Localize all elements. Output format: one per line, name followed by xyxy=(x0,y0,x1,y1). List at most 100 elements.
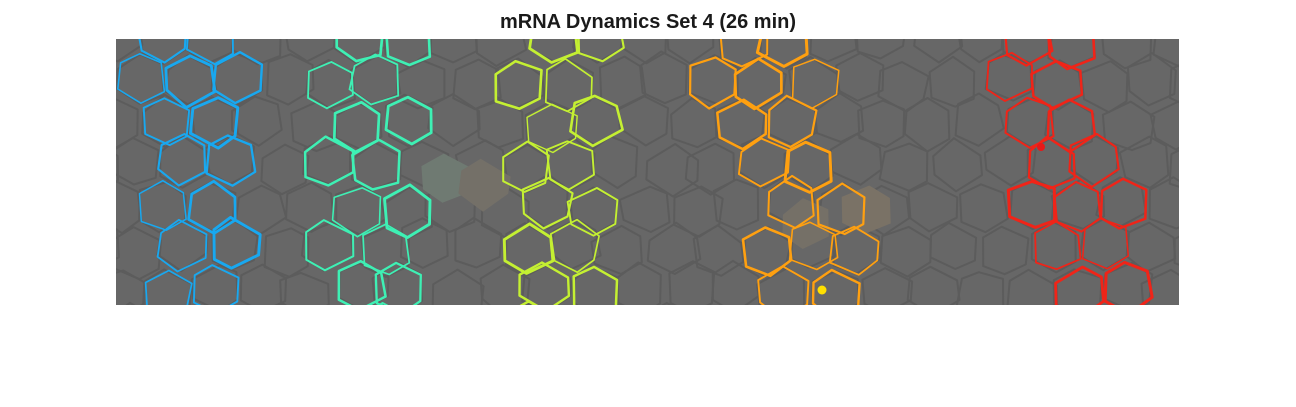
figure-title: mRNA Dynamics Set 4 (26 min) xyxy=(499,11,796,33)
background-cell xyxy=(1030,220,1077,274)
faint-cell xyxy=(458,158,511,212)
background-cell xyxy=(668,260,716,305)
background-cell xyxy=(929,221,978,270)
stripe-2-cell xyxy=(385,39,432,67)
stripe-1 xyxy=(116,39,264,305)
stripe-4-cell xyxy=(733,57,783,111)
background-cell xyxy=(190,263,239,305)
background-cell xyxy=(684,142,735,196)
stripe-5-cell xyxy=(1006,180,1057,229)
background-cell xyxy=(645,143,700,198)
stripe-2-cell xyxy=(351,138,401,191)
background-cell xyxy=(427,93,481,147)
background-cell xyxy=(1168,64,1179,104)
stripe-2-cell xyxy=(383,183,432,239)
background-cell xyxy=(620,39,667,65)
background-cell xyxy=(479,263,531,305)
background-cell xyxy=(857,99,906,148)
stripe-2-cell xyxy=(337,259,387,305)
marker-red xyxy=(1037,143,1045,151)
stripe-1-cell xyxy=(205,134,257,187)
tissue-membrane-image xyxy=(116,39,1179,305)
stripe-3-cell xyxy=(549,218,600,274)
background-cell xyxy=(835,52,885,102)
stripe-1-cell xyxy=(142,97,191,147)
stripe-5-cell xyxy=(1099,177,1148,230)
background-cell xyxy=(711,259,761,305)
stripe-2-cell xyxy=(348,53,400,106)
stripe-2-cell xyxy=(384,95,433,146)
stripe-4-cell xyxy=(783,140,833,194)
background-cell xyxy=(1140,268,1179,305)
stripe-5-cell xyxy=(1047,39,1096,71)
stripe-2-cell xyxy=(374,261,422,305)
background-cell xyxy=(1149,100,1179,151)
background-cell xyxy=(983,135,1037,187)
stripe-4-cell xyxy=(716,98,768,151)
stripe-3-cell xyxy=(526,103,578,154)
stripe-3-cell xyxy=(572,265,619,305)
stripe-2-cell xyxy=(331,187,382,238)
background-cell xyxy=(260,143,310,196)
background-cell xyxy=(661,301,672,305)
background-cell xyxy=(932,137,983,193)
marker-yellow xyxy=(817,285,827,295)
background-cell xyxy=(861,267,914,305)
background-cell xyxy=(1001,39,1053,65)
stripe-4-cell xyxy=(741,226,793,278)
background-cell xyxy=(285,181,335,233)
background-cells xyxy=(116,39,1179,305)
background-cell xyxy=(138,181,187,234)
stripe-4-cell xyxy=(688,56,737,110)
background-cell xyxy=(1047,39,1096,69)
background-cell xyxy=(231,39,282,66)
background-cell xyxy=(877,61,930,113)
stripe-5 xyxy=(985,39,1154,305)
stripe-2-cell xyxy=(362,223,411,276)
background-cell xyxy=(809,39,858,63)
stripe-3 xyxy=(494,39,625,305)
background-cell xyxy=(138,39,188,65)
background-cell xyxy=(906,265,961,305)
stripe-2-cell xyxy=(307,60,354,110)
background-cell xyxy=(666,39,715,65)
background-cell xyxy=(1173,235,1179,266)
stripe-3-cell xyxy=(494,59,543,110)
background-cell xyxy=(829,133,883,186)
stripe-3-cell xyxy=(521,176,574,230)
background-cell xyxy=(856,39,905,60)
stripe-3-cell xyxy=(545,140,595,191)
stripe-3-cell xyxy=(569,94,624,148)
background-cell xyxy=(1148,176,1179,230)
stripe-1-cell xyxy=(164,54,217,109)
stripe-5-cell xyxy=(1034,220,1082,271)
stripe-3-cell xyxy=(528,39,579,64)
background-cell xyxy=(235,184,288,238)
stripe-1-cell xyxy=(157,133,207,187)
background-cell xyxy=(692,224,745,277)
faint-cell xyxy=(841,185,891,234)
background-cell xyxy=(454,216,503,269)
stripe-1-cell xyxy=(116,53,166,104)
background-cell xyxy=(230,95,283,147)
background-cell xyxy=(913,39,964,64)
stripe-1-cell xyxy=(185,39,234,66)
background-cell xyxy=(429,39,478,64)
stripe-5-cell xyxy=(1004,96,1055,149)
stripe-3-cell xyxy=(566,187,619,237)
stripe-2-cell xyxy=(305,219,355,272)
background-cell xyxy=(142,268,193,305)
stripe-5-cell xyxy=(985,51,1033,102)
background-cell xyxy=(639,50,688,105)
stripe-1-cell xyxy=(212,50,264,105)
background-cell xyxy=(928,55,976,108)
background-cell xyxy=(982,225,1030,276)
background-cell xyxy=(116,180,142,235)
background-cell xyxy=(572,39,624,64)
stripe-5-cell xyxy=(1027,135,1076,190)
background-cell xyxy=(116,228,120,260)
stripe-5-cell xyxy=(1053,180,1102,233)
background-cell xyxy=(1080,60,1129,114)
background-cell xyxy=(736,57,787,112)
stripe-1-cell xyxy=(138,179,187,231)
